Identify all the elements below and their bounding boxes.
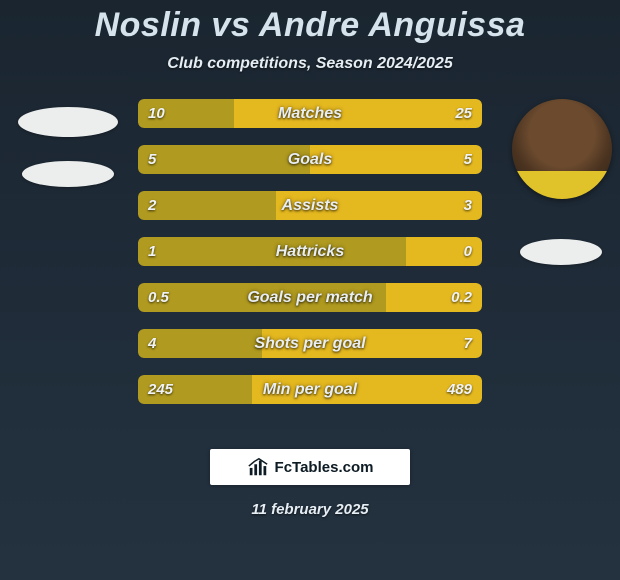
stat-row: 10Hattricks [138,237,482,266]
stat-value-left: 245 [138,375,183,404]
subtitle: Club competitions, Season 2024/2025 [0,55,620,73]
chart-icon [247,456,269,478]
stat-row: 23Assists [138,191,482,220]
stat-value-left: 1 [138,237,166,266]
stat-value-left: 4 [138,329,166,358]
right-player-avatar [512,99,612,199]
stat-value-left: 2 [138,191,166,220]
stat-value-left: 0.5 [138,283,179,312]
stat-row: 1025Matches [138,99,482,128]
comparison-stage: 1025Matches55Goals23Assists10Hattricks0.… [0,99,620,419]
stat-row: 0.50.2Goals per match [138,283,482,312]
left-club-badge-1 [18,107,118,137]
stat-value-left: 10 [138,99,175,128]
stat-value-right: 25 [445,99,482,128]
date-text: 11 february 2025 [0,501,620,518]
stat-value-right: 7 [454,329,482,358]
stat-value-right: 0 [454,237,482,266]
stat-row: 245489Min per goal [138,375,482,404]
stat-row: 55Goals [138,145,482,174]
stat-value-left: 5 [138,145,166,174]
avatar-jersey [512,171,612,199]
stat-seg-left [138,237,406,266]
stat-bars: 1025Matches55Goals23Assists10Hattricks0.… [138,99,482,404]
brand-text: FcTables.com [275,459,374,476]
stat-value-right: 0.2 [441,283,482,312]
stat-seg-right [262,329,482,358]
stat-value-right: 489 [437,375,482,404]
right-club-badge [520,239,602,265]
stat-row: 47Shots per goal [138,329,482,358]
stat-seg-right [276,191,482,220]
brand-badge: FcTables.com [210,449,410,485]
stat-value-right: 5 [454,145,482,174]
left-club-badge-2 [22,161,114,187]
stat-value-right: 3 [454,191,482,220]
page-title: Noslin vs Andre Anguissa [0,0,620,45]
